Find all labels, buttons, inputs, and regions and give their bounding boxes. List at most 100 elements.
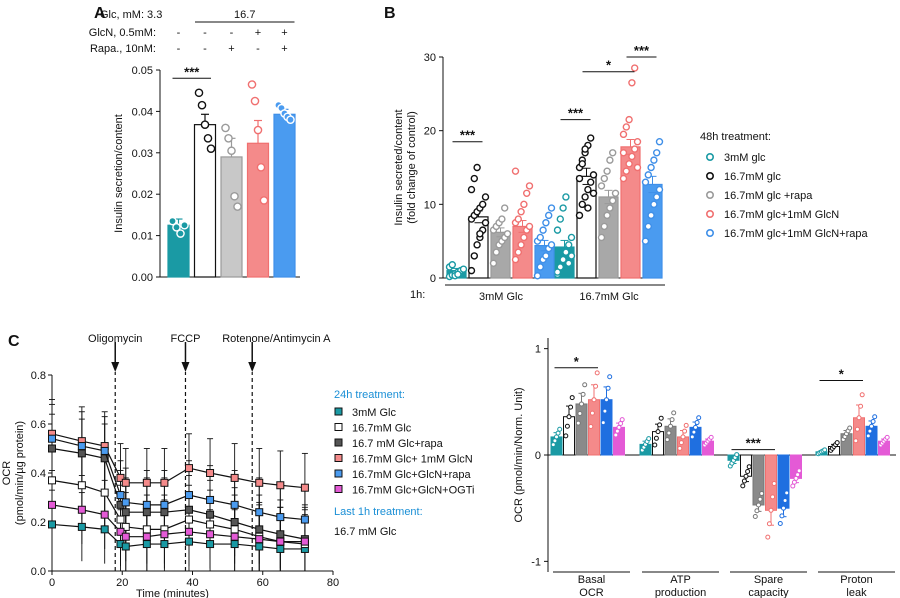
data-point — [511, 167, 520, 175]
data-point — [48, 520, 56, 529]
bar — [600, 399, 613, 456]
panel-b-chart: 0 10 20 30 Insulin secreted/content (fold cha… — [393, 43, 869, 303]
legend-label: 16.7mM glc +rapa — [724, 190, 813, 202]
data-point — [536, 263, 544, 271]
data-point — [682, 428, 688, 434]
data-point — [575, 211, 584, 220]
data-point — [276, 513, 285, 522]
y-tick-label: 0.4 — [31, 468, 46, 480]
data-point — [176, 229, 185, 238]
data-point — [565, 241, 573, 249]
data-point — [276, 544, 285, 553]
injection-label: Oligomycin — [88, 333, 142, 345]
data-point — [230, 532, 239, 541]
data-point — [587, 134, 595, 142]
data-point — [255, 478, 264, 487]
y-tick-label: 10 — [424, 199, 436, 211]
data-point — [619, 174, 628, 183]
data-point — [605, 385, 611, 391]
data-point — [856, 415, 862, 421]
data-point — [597, 233, 606, 242]
sig-label: *** — [184, 64, 200, 79]
data-point — [206, 540, 215, 549]
data-point — [520, 200, 528, 209]
data-point — [255, 542, 264, 551]
sig-label: *** — [634, 43, 650, 58]
data-point — [567, 252, 576, 260]
data-point — [625, 115, 633, 124]
data-point — [752, 513, 758, 519]
data-point — [602, 408, 608, 414]
data-point — [233, 202, 242, 211]
group-row-label: 1h: — [410, 289, 425, 301]
data-point — [579, 401, 584, 407]
data-point — [448, 261, 456, 269]
data-point — [658, 415, 664, 421]
data-point — [467, 185, 476, 194]
data-point — [611, 189, 620, 197]
data-point — [525, 182, 534, 190]
data-point — [708, 434, 714, 440]
group-label: Spare — [754, 574, 783, 586]
data-point — [300, 515, 309, 524]
panel-c-line-chart: 0.0 0.2 0.4 0.6 0.8 0 20 40 60 80 Time (minutes) OC… — [1, 333, 474, 598]
data-point — [467, 266, 476, 275]
condition-value: - — [230, 27, 234, 39]
data-point — [796, 468, 802, 474]
data-point — [230, 525, 239, 534]
data-point — [470, 174, 478, 183]
data-point — [884, 434, 890, 440]
data-point — [746, 464, 752, 470]
data-point — [757, 496, 763, 502]
group-label: ATP — [670, 574, 691, 586]
data-point — [116, 491, 125, 500]
data-point — [142, 478, 151, 487]
data-point — [200, 120, 210, 129]
data-point — [644, 171, 652, 179]
data-point — [536, 233, 544, 242]
data-point — [768, 507, 774, 513]
data-point — [604, 397, 609, 403]
bar — [273, 113, 296, 278]
data-point — [669, 417, 675, 423]
data-point — [116, 473, 125, 482]
legend-label: 3mM Glc — [352, 407, 397, 419]
condition-value: 16.7 — [234, 9, 255, 21]
bar — [853, 417, 865, 456]
data-point — [853, 438, 859, 444]
data-point — [619, 130, 628, 139]
data-point — [584, 204, 592, 212]
data-point — [206, 520, 215, 529]
legend-title: 24h treatment: — [334, 389, 405, 401]
data-point — [503, 230, 512, 238]
data-point — [582, 382, 588, 388]
y-tick-label: 0.00 — [132, 272, 153, 284]
data-point — [580, 391, 586, 397]
y-tick-label: 0.02 — [132, 189, 153, 201]
data-point — [121, 532, 130, 541]
data-point — [600, 222, 608, 231]
data-point — [834, 440, 840, 446]
data-point — [606, 156, 614, 164]
data-point — [577, 411, 583, 417]
data-point — [498, 215, 506, 223]
data-point — [184, 464, 193, 473]
x-tick-label: 60 — [257, 577, 269, 589]
legend-label: 16.7mM Glc+ 1mM GlcN — [352, 454, 473, 466]
sig-label: * — [839, 367, 845, 382]
data-point — [647, 163, 655, 172]
data-point — [657, 422, 663, 428]
data-point — [784, 490, 790, 496]
bar — [246, 142, 270, 278]
data-point — [655, 185, 664, 194]
data-point — [545, 211, 553, 220]
data-point — [584, 185, 592, 194]
data-point — [683, 422, 689, 428]
data-point — [666, 430, 672, 436]
data-point — [650, 200, 658, 209]
data-point — [77, 481, 86, 490]
data-point — [563, 433, 569, 439]
data-point — [206, 144, 216, 153]
y-tick-label: 0.6 — [31, 419, 46, 431]
data-point — [575, 174, 584, 183]
